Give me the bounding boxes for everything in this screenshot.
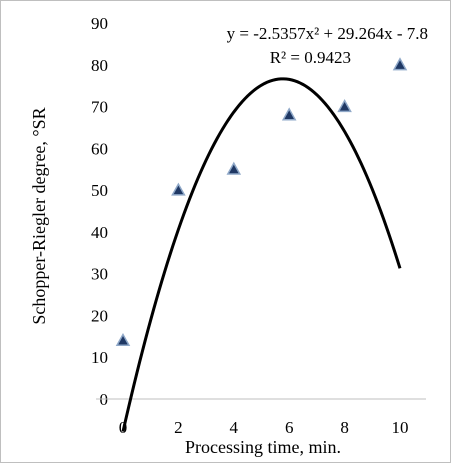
y-tick-label: 90 [91,14,108,33]
trendline-r2: R² = 0.9423 [270,48,351,67]
x-tick-label: 6 [285,418,294,437]
x-tick-label: 2 [174,418,183,437]
x-axis-title: Processing time, min. [185,437,341,457]
data-point [281,107,297,121]
x-tick-label: 10 [392,418,409,437]
data-markers [115,57,408,347]
y-tick-label: 20 [91,306,108,325]
y-tick-label: 10 [91,348,108,367]
data-point [392,57,408,71]
y-tick-label: 70 [91,98,108,117]
data-point [226,161,242,175]
x-axis-ticks: 0 2 4 6 8 10 [119,418,409,437]
trendline [121,77,402,432]
y-tick-label: 60 [91,139,108,158]
y-tick-label: 30 [91,265,108,284]
data-point [337,99,352,113]
data-point [115,332,131,347]
y-tick-label: 40 [91,223,108,242]
y-tick-label: 80 [91,56,108,75]
x-tick-label: 8 [340,418,349,437]
y-tick-label: 50 [91,181,108,200]
y-axis-title: Schopper-Riegler degree, °SR [29,107,49,324]
x-tick-label: 4 [230,418,239,437]
trendline-equation: y = -2.5357x² + 29.264x - 7.8 [227,24,428,43]
data-point [171,182,186,196]
